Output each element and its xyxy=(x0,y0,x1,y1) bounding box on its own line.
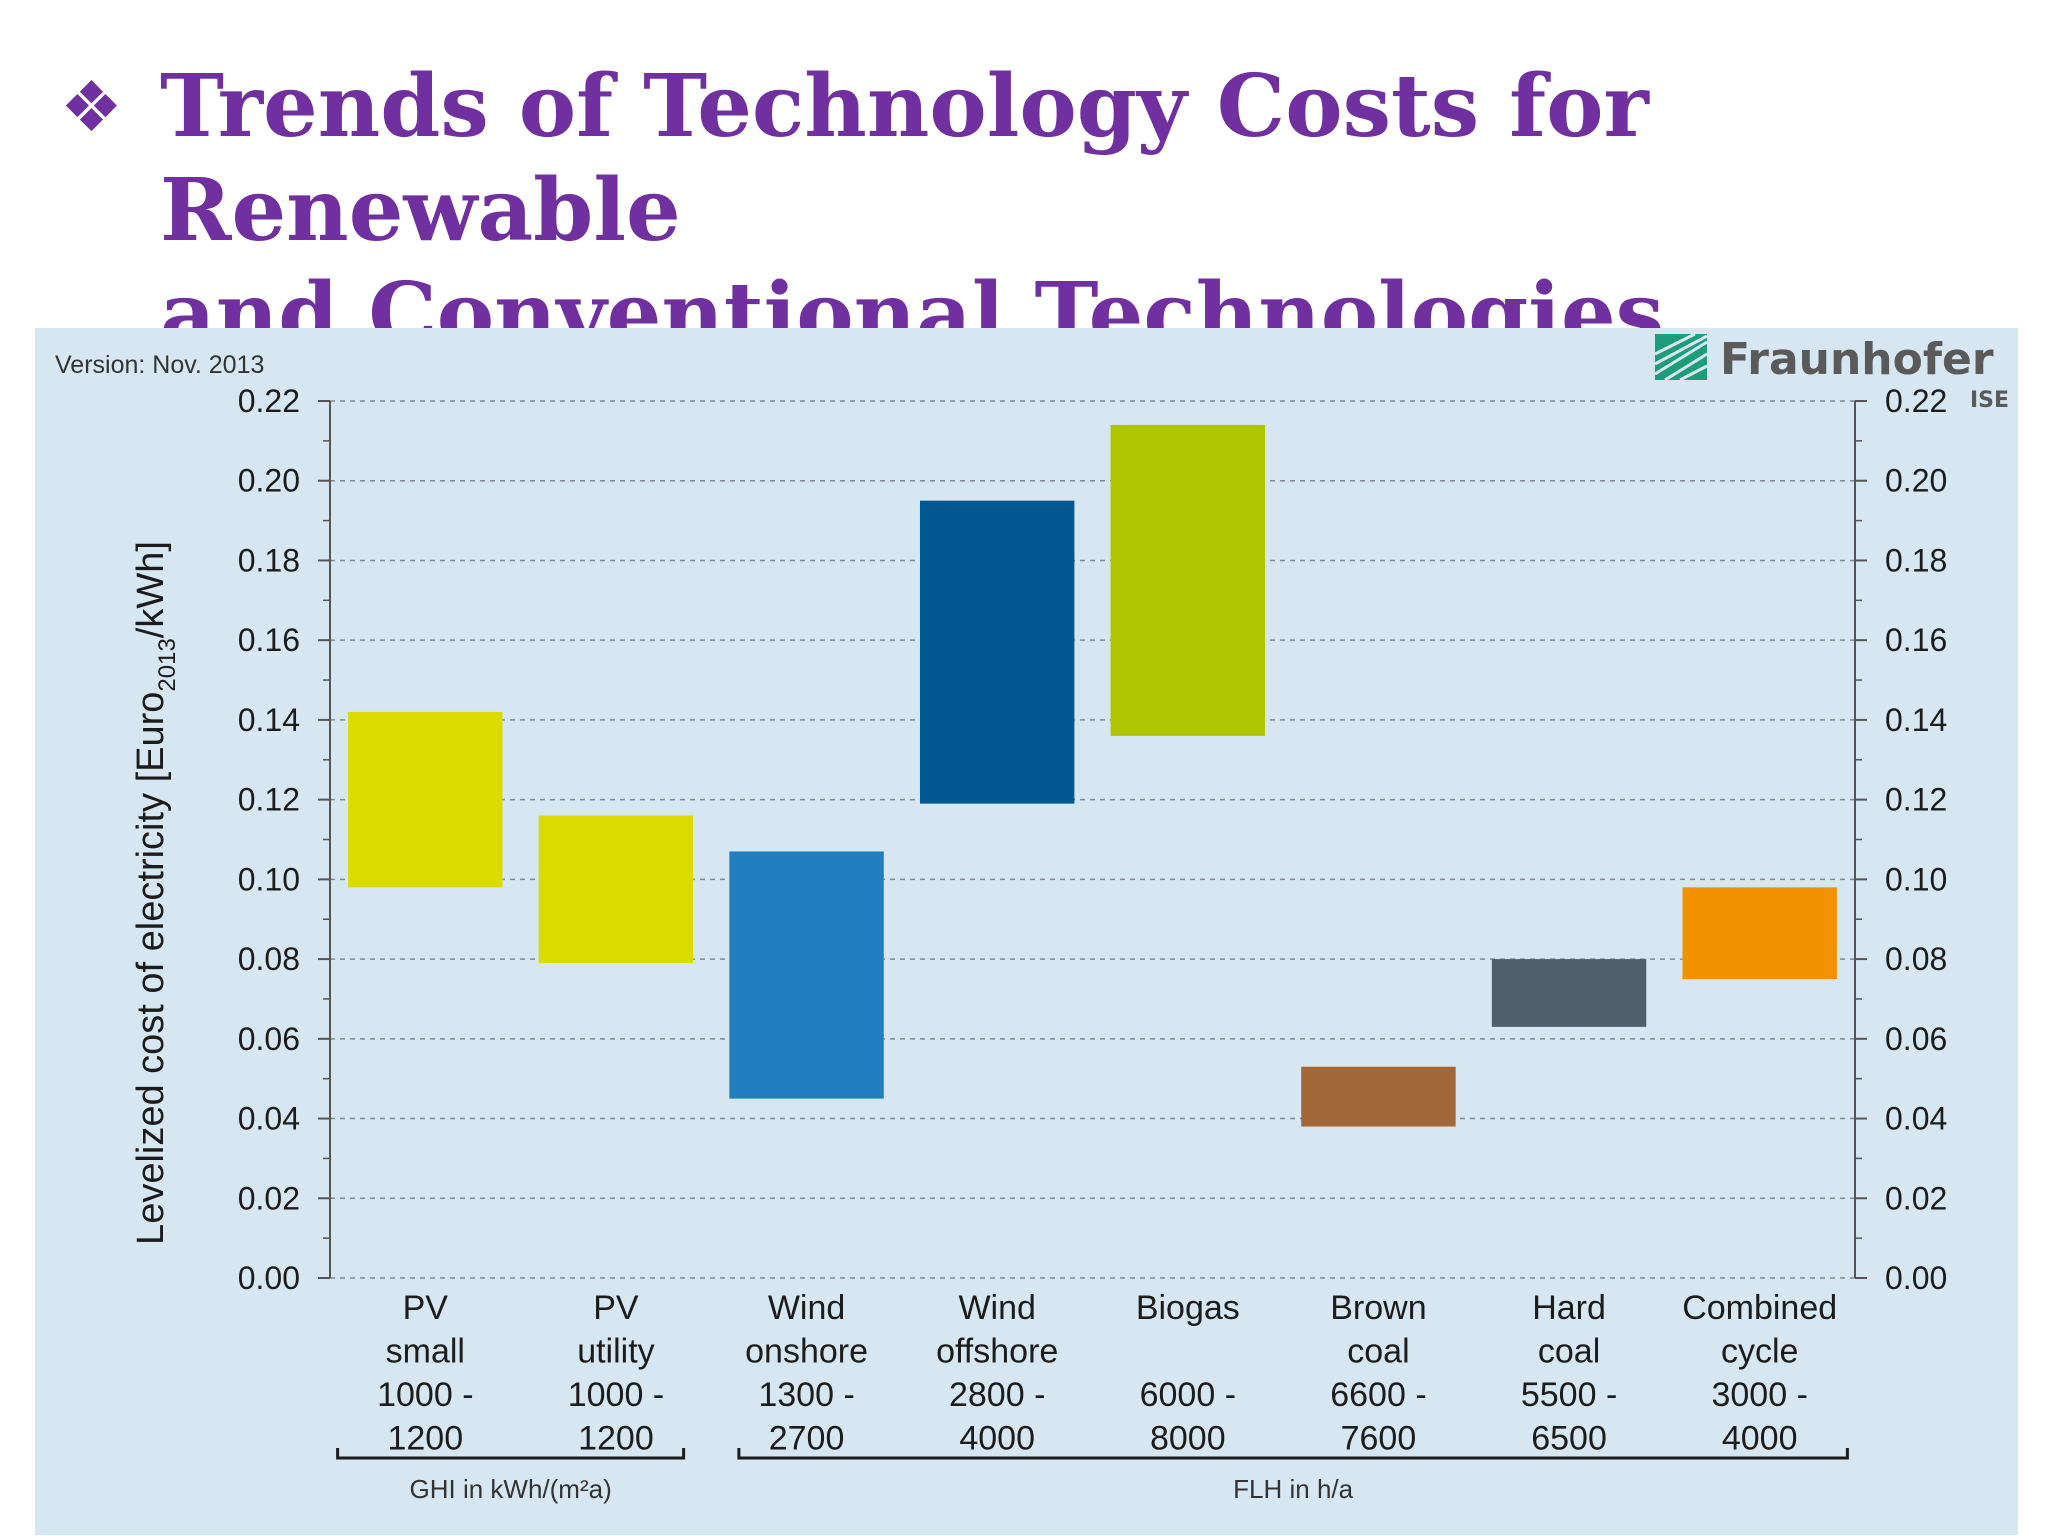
category-label: 6000 - xyxy=(1140,1376,1236,1414)
axes: 0.00 0.00 0.02 0.02 0.04 0.04 0.06 0.06 0.08 0.08… xyxy=(238,383,1948,1296)
group-bracket xyxy=(336,1448,686,1460)
category-label: 7600 xyxy=(1341,1420,1417,1458)
category-label: 1200 xyxy=(578,1420,654,1458)
brand-sub: ISE xyxy=(1970,388,2009,413)
y-tick-label-left: 0.02 xyxy=(238,1180,300,1216)
y-axis-label-unit: /kWh] xyxy=(130,541,172,638)
category-label: coal xyxy=(1538,1333,1600,1371)
y-tick-label-right: 0.22 xyxy=(1885,383,1947,419)
y-axis-label: Levelized cost of electricity [Euro2013/… xyxy=(130,541,181,1245)
category-label: 6500 xyxy=(1531,1420,1607,1458)
category-label: utility xyxy=(577,1333,654,1371)
category-label: PV xyxy=(593,1289,639,1327)
category-labels: PV small 1000 - 1200 PV utility 1000 - 1200 Wind… xyxy=(377,1289,1837,1458)
category-label: 2700 xyxy=(769,1420,845,1458)
y-tick-label-left: 0.00 xyxy=(238,1260,300,1296)
category-label: 1000 - xyxy=(377,1376,473,1414)
y-tick-label-right: 0.08 xyxy=(1885,941,1947,977)
category-label: 6600 - xyxy=(1330,1376,1426,1414)
category-label: 4000 xyxy=(1722,1420,1798,1458)
category-label: cycle xyxy=(1721,1333,1798,1371)
gridlines xyxy=(330,400,1855,1279)
y-tick-label-right: 0.12 xyxy=(1885,782,1947,818)
slide-title: ❖ Trends of Technology Costs for Renewab… xyxy=(60,55,2020,367)
group-bracket xyxy=(737,1448,1849,1460)
range-bar xyxy=(348,711,503,888)
y-tick-label-left: 0.06 xyxy=(238,1021,300,1057)
category-label: Wind xyxy=(958,1289,1035,1327)
title-line-1: Trends of Technology Costs for Renewable xyxy=(160,56,1649,261)
version-note: Version: Nov. 2013 xyxy=(55,351,264,379)
range-bar xyxy=(538,815,694,964)
y-tick-label-left: 0.18 xyxy=(238,542,300,578)
range-bar xyxy=(1491,959,1647,1027)
diamond-bullet-icon: ❖ xyxy=(60,66,123,148)
range-bar xyxy=(919,500,1075,804)
y-tick-label-right: 0.00 xyxy=(1885,1260,1947,1296)
brand-name: Fraunhofer xyxy=(1720,334,1994,385)
y-tick-label-left: 0.16 xyxy=(238,622,300,658)
y-tick-label-left: 0.10 xyxy=(238,861,300,897)
y-tick-label-right: 0.16 xyxy=(1885,622,1947,658)
range-bar xyxy=(1682,887,1837,980)
category-label: 2800 - xyxy=(949,1376,1045,1414)
category-label: Wind xyxy=(768,1289,845,1327)
y-tick-label-right: 0.18 xyxy=(1885,542,1947,578)
category-label: 1200 xyxy=(387,1420,463,1458)
y-tick-label-left: 0.20 xyxy=(238,463,300,499)
y-tick-label-right: 0.06 xyxy=(1885,1021,1947,1057)
range-bar xyxy=(729,851,884,1099)
category-label: 4000 xyxy=(959,1420,1035,1458)
lcoe-chart: 0.00 0.00 0.02 0.02 0.04 0.04 0.06 0.06 0.08 0.08… xyxy=(55,332,2009,1504)
category-label: coal xyxy=(1347,1333,1409,1371)
category-label: small xyxy=(386,1333,465,1371)
fraunhofer-logo: Fraunhofer ISE xyxy=(1654,332,2009,413)
group-brackets: GHI in kWh/(m²a) FLH in h/a xyxy=(336,1448,1849,1504)
y-tick-label-right: 0.04 xyxy=(1885,1101,1947,1137)
y-tick-label-left: 0.12 xyxy=(238,782,300,818)
range-bar xyxy=(1110,424,1266,736)
category-label: offshore xyxy=(936,1333,1058,1371)
fraunhofer-logo-icon xyxy=(1654,332,1708,382)
y-tick-label-left: 0.08 xyxy=(238,941,300,977)
category-label: 5500 - xyxy=(1521,1376,1617,1414)
category-label: Brown xyxy=(1330,1289,1426,1327)
range-bar xyxy=(1301,1066,1456,1127)
y-axis-label-main: Levelized cost of electricity [Euro xyxy=(130,692,172,1245)
y-tick-label-right: 0.02 xyxy=(1885,1180,1947,1216)
category-label: PV xyxy=(403,1289,449,1327)
y-tick-label-right: 0.10 xyxy=(1885,861,1947,897)
y-tick-label-left: 0.14 xyxy=(238,702,300,738)
category-label: 1000 - xyxy=(568,1376,664,1414)
y-axis-label-subscript: 2013 xyxy=(154,638,181,691)
y-tick-label-right: 0.20 xyxy=(1885,463,1947,499)
y-tick-label-left: 0.04 xyxy=(238,1101,300,1137)
category-label: onshore xyxy=(745,1333,868,1371)
y-tick-label-right: 0.14 xyxy=(1885,702,1947,738)
y-tick-label-left: 0.22 xyxy=(238,383,300,419)
category-label: Hard xyxy=(1532,1289,1606,1327)
category-label: Combined xyxy=(1682,1289,1837,1327)
chart-panel: 0.00 0.00 0.02 0.02 0.04 0.04 0.06 0.06 0.08 0.08… xyxy=(35,328,2018,1535)
group-label: FLH in h/a xyxy=(1233,1474,1353,1504)
category-label: Biogas xyxy=(1136,1289,1240,1327)
group-label: GHI in kWh/(m²a) xyxy=(410,1474,612,1504)
bars xyxy=(348,424,1837,1127)
category-label: 1300 - xyxy=(758,1376,854,1414)
category-label: 8000 xyxy=(1150,1420,1226,1458)
category-label: 3000 - xyxy=(1711,1376,1807,1414)
